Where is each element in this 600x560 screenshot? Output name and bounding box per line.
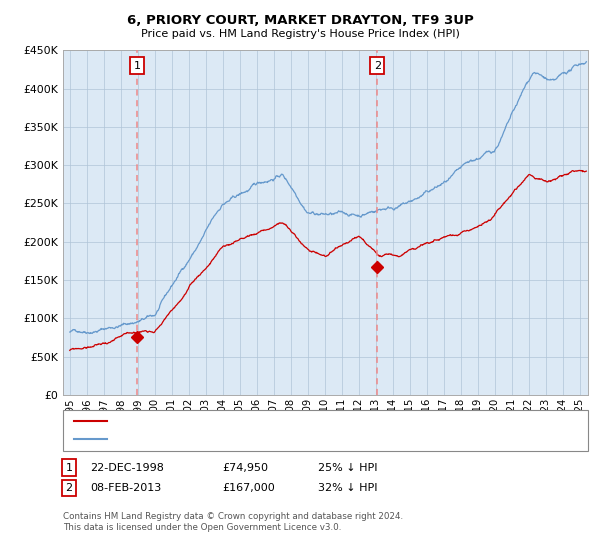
Text: 1: 1 [65, 463, 73, 473]
Text: £74,950: £74,950 [222, 463, 268, 473]
Text: 08-FEB-2013: 08-FEB-2013 [90, 483, 161, 493]
Text: 1: 1 [134, 60, 141, 71]
Text: 32% ↓ HPI: 32% ↓ HPI [318, 483, 377, 493]
Text: 2: 2 [374, 60, 381, 71]
Text: £167,000: £167,000 [222, 483, 275, 493]
Text: 2: 2 [65, 483, 73, 493]
Text: 22-DEC-1998: 22-DEC-1998 [90, 463, 164, 473]
Text: 6, PRIORY COURT, MARKET DRAYTON, TF9 3UP (detached house): 6, PRIORY COURT, MARKET DRAYTON, TF9 3UP… [113, 417, 434, 426]
Text: 6, PRIORY COURT, MARKET DRAYTON, TF9 3UP: 6, PRIORY COURT, MARKET DRAYTON, TF9 3UP [127, 14, 473, 27]
Text: 25% ↓ HPI: 25% ↓ HPI [318, 463, 377, 473]
Text: Price paid vs. HM Land Registry's House Price Index (HPI): Price paid vs. HM Land Registry's House … [140, 29, 460, 39]
Text: Contains HM Land Registry data © Crown copyright and database right 2024.
This d: Contains HM Land Registry data © Crown c… [63, 512, 403, 532]
Text: HPI: Average price, detached house, Shropshire: HPI: Average price, detached house, Shro… [113, 435, 350, 444]
